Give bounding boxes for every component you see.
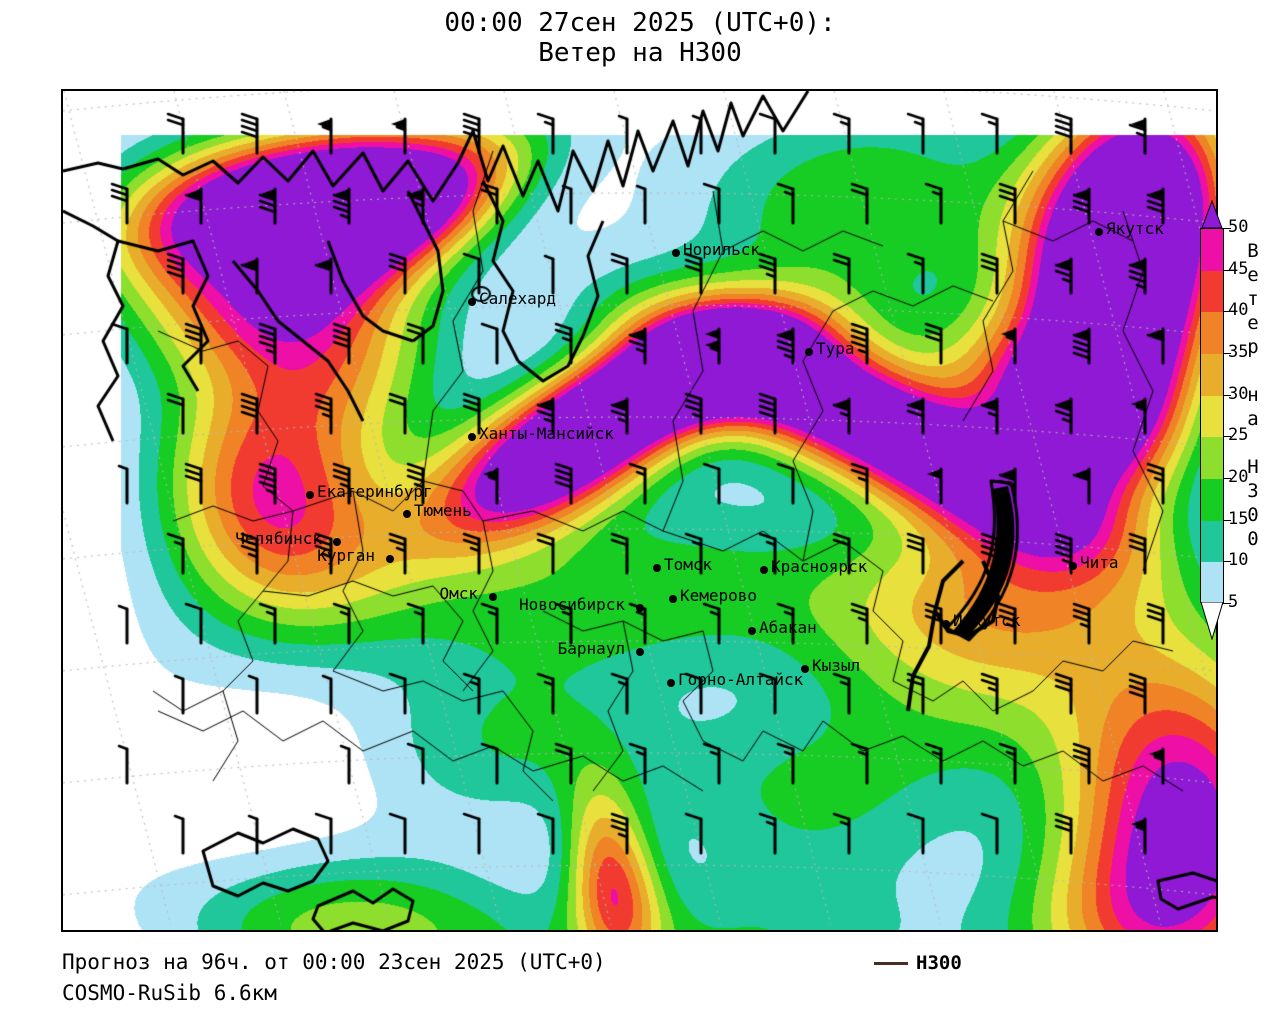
legend-line-swatch [874,961,908,965]
colorbar-tickmark-15 [1223,519,1231,521]
colorbar-tick-5: 5 [1228,592,1239,612]
page-title: 00:00 27сен 2025 (UTC+0): Ветер на H300 [0,8,1280,68]
title-variable: Ветер на H300 [538,38,742,68]
footer-forecast-text: Прогноз на 96ч. от 00:00 23сен 2025 (UTC… [62,950,606,974]
colorbar-band-45 [1201,229,1223,272]
colorbar-tick-15: 15 [1228,508,1249,529]
map-frame[interactable]: Норильск Салехард Тура Якутск Ханты-Мансийск… [61,89,1218,932]
colorbar-tick-50: 50 [1228,217,1249,237]
footer-model-text: COSMO-RuSib 6.6км [62,981,277,1005]
colorbar-band-10 [1201,520,1223,564]
colorbar-tickmark-50 [1223,228,1231,229]
colorbar-tickmark-35 [1223,353,1231,354]
colorbar-band-40 [1201,270,1223,314]
colorbar-tickmark-20 [1223,478,1231,479]
colorbar-tick-35: 35 [1228,342,1249,362]
colorbar-tickmark-10 [1223,561,1231,563]
colorbar-tickmark-5 [1223,603,1231,604]
colorbar-bands [1200,228,1224,605]
colorbar-band-5 [1201,562,1223,605]
colorbar-tick-10: 10 [1228,550,1249,571]
colorbar-tick-labels: 5 10 15 20 25 30 35 40 45 50 [1223,200,1280,640]
colorbar-tick-30: 30 [1228,383,1249,404]
colorbar-tick-40: 40 [1228,300,1249,321]
colorbar-tickmark-25 [1223,436,1231,438]
colorbar: 5 10 15 20 25 30 35 40 45 50 [1200,199,1248,641]
title-datetime: 00:00 27сен 2025 (UTC+0): [444,8,836,38]
colorbar-tick-20: 20 [1228,467,1249,487]
colorbar-tickmark-45 [1223,269,1231,271]
map-canvas[interactable] [63,91,1216,930]
colorbar-band-35 [1201,312,1223,355]
colorbar-band-15 [1201,479,1223,522]
colorbar-axis-label: Ветер на H300 [1242,240,1264,552]
colorbar-overflow-arrow [1200,199,1224,229]
colorbar-underflow-arrow [1200,601,1224,641]
legend-h300: H300 [874,952,962,974]
colorbar-band-20 [1201,437,1223,480]
legend-label: H300 [916,952,962,974]
colorbar-tickmark-40 [1223,311,1231,313]
colorbar-band-30 [1201,354,1223,397]
colorbar-tickmark-30 [1223,394,1231,396]
colorbar-band-25 [1201,395,1223,439]
colorbar-tick-45: 45 [1228,258,1249,279]
colorbar-tick-25: 25 [1228,425,1249,446]
